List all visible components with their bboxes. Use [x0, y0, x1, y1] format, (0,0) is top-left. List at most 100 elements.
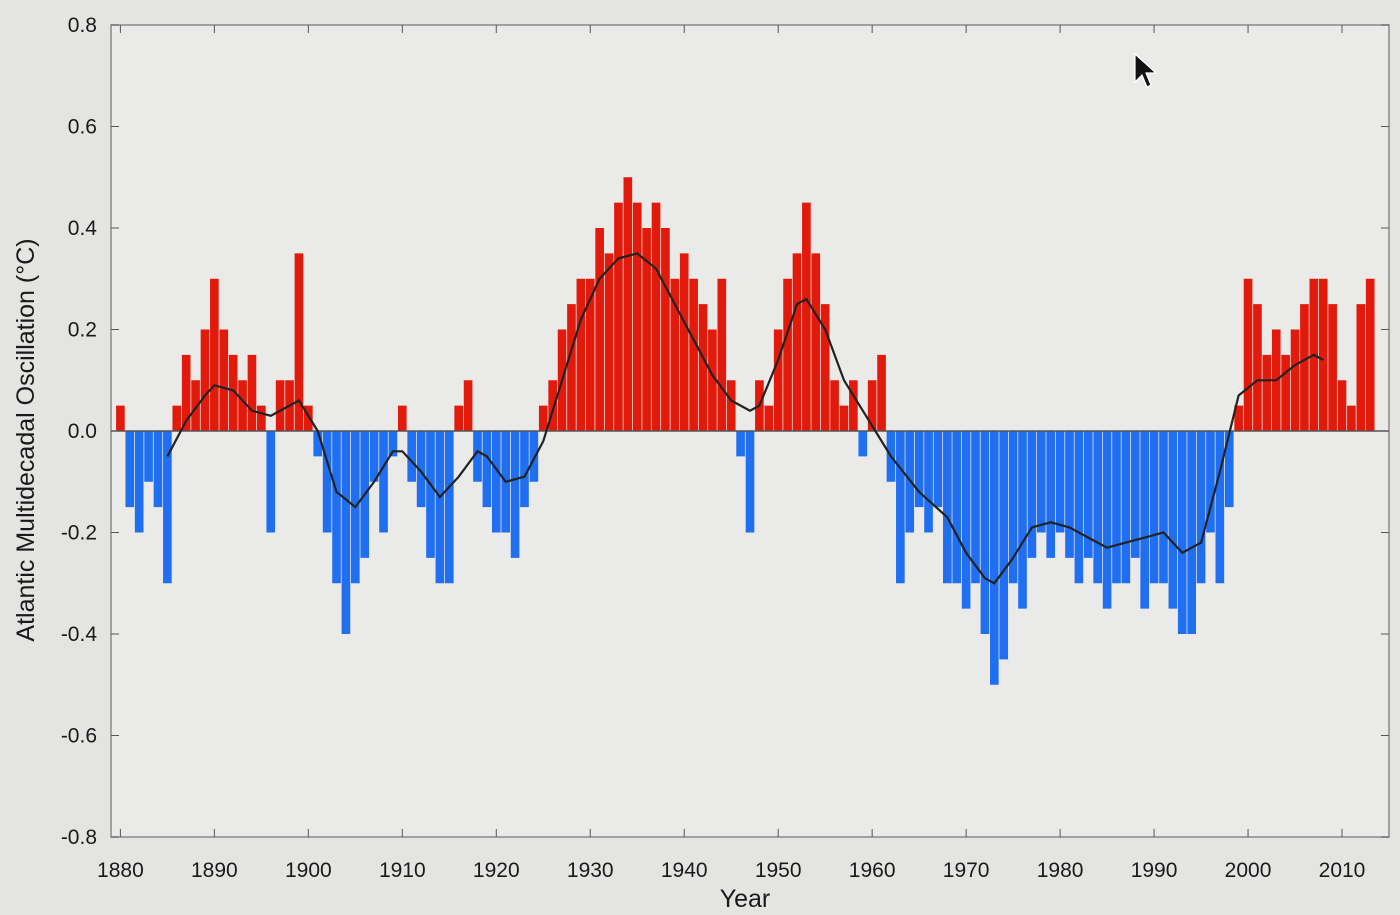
x-tick-label: 1960: [849, 859, 896, 882]
x-tick-label: 1990: [1131, 859, 1178, 882]
negative-bar: [1112, 431, 1121, 584]
negative-bar: [407, 431, 417, 482]
negative-bar: [1168, 431, 1178, 609]
negative-bar: [736, 431, 745, 457]
negative-bar: [416, 431, 426, 508]
negative-bar: [341, 431, 351, 634]
positive-bar: [1262, 354, 1272, 431]
positive-bar: [679, 253, 689, 431]
negative-bar: [1027, 431, 1037, 558]
positive-bar: [116, 405, 125, 431]
positive-bar: [200, 329, 210, 431]
negative-bar: [313, 431, 323, 457]
y-tick-label: -0.2: [61, 522, 97, 545]
positive-bar: [1347, 405, 1356, 431]
negative-bar: [961, 431, 971, 609]
negative-bar: [1093, 431, 1103, 584]
negative-bar: [1074, 431, 1084, 584]
positive-bar: [275, 380, 285, 431]
positive-bar: [689, 278, 698, 431]
y-tick-label: -0.4: [61, 623, 98, 646]
negative-bar: [1102, 431, 1112, 609]
negative-bar: [473, 431, 482, 482]
negative-bar: [125, 431, 135, 508]
positive-bar: [802, 202, 811, 431]
positive-bar: [1328, 304, 1337, 431]
negative-bar: [1159, 431, 1168, 584]
negative-bar: [1130, 431, 1140, 558]
x-tick-label: 1880: [97, 859, 144, 882]
x-tick-label: 1920: [473, 859, 520, 882]
positive-bar: [304, 405, 313, 431]
negative-bar: [745, 431, 755, 533]
negative-bar: [510, 431, 520, 558]
y-tick-label: 0.0: [68, 420, 97, 443]
x-tick-label: 1910: [379, 859, 426, 882]
y-tick-label: 0.6: [68, 116, 97, 139]
y-axis: 0.8 0.6 0.4 0.2 0.0 -0.2 -0.4 -0.6 -0.8: [61, 14, 1389, 849]
y-axis-label: Atlantic Multidecadal Oscillation (°C): [12, 238, 40, 641]
positive-bar: [849, 380, 858, 431]
positive-bar: [210, 278, 219, 431]
negative-bar: [435, 431, 445, 584]
positive-bar: [726, 380, 736, 431]
positive-bar: [783, 278, 792, 431]
positive-bar: [661, 228, 670, 431]
positive-bar: [181, 354, 191, 431]
negative-bar: [1196, 431, 1206, 584]
positive-bar: [773, 329, 783, 431]
positive-bar: [830, 380, 839, 431]
x-tick-label: 2010: [1319, 859, 1366, 882]
negative-bar: [896, 431, 905, 584]
positive-bar: [576, 278, 586, 431]
positive-bar: [1290, 329, 1300, 431]
negative-bar: [1065, 431, 1074, 558]
negative-bar: [1083, 431, 1093, 558]
negative-bar: [1224, 431, 1234, 508]
positive-bar: [604, 253, 614, 431]
x-axis-label: Year: [720, 885, 771, 913]
positive-bar: [764, 405, 774, 431]
negative-bar: [1187, 431, 1196, 634]
y-tick-label: -0.6: [61, 725, 97, 748]
negative-bar: [520, 431, 529, 508]
negative-bar: [858, 431, 868, 457]
positive-bar: [228, 354, 238, 431]
positive-bar: [1253, 304, 1262, 431]
negative-bar: [426, 431, 435, 558]
negative-bar: [1177, 431, 1187, 634]
y-tick-label: 0.8: [68, 14, 97, 37]
x-tick-label: 1890: [191, 859, 238, 882]
positive-bar: [1318, 278, 1328, 431]
negative-bar: [980, 431, 990, 634]
positive-bar: [670, 278, 680, 431]
negative-bar: [266, 431, 276, 533]
x-tick-label: 2000: [1225, 859, 1272, 882]
negative-bar: [153, 431, 163, 508]
negative-bar: [1215, 431, 1225, 584]
x-tick-label: 1980: [1037, 859, 1084, 882]
negative-bar: [943, 431, 952, 584]
negative-bar: [529, 431, 539, 482]
x-tick-label: 1970: [943, 859, 990, 882]
mouse-cursor-icon: [1134, 52, 1158, 88]
positive-bar: [548, 380, 557, 431]
positive-bar: [708, 329, 717, 431]
y-tick-label: -0.8: [61, 826, 97, 849]
x-tick-label: 1930: [567, 859, 614, 882]
y-tick-label: 0.2: [68, 319, 97, 342]
negative-bar: [388, 431, 398, 457]
positive-bar: [1234, 405, 1243, 431]
negative-bar: [990, 431, 999, 685]
negative-bar: [999, 431, 1009, 660]
positive-bar: [219, 329, 229, 431]
positive-bar: [1300, 304, 1309, 431]
negative-bar: [379, 431, 388, 533]
positive-bar: [614, 202, 623, 431]
negative-bar: [163, 431, 172, 584]
x-tick-label: 1940: [661, 859, 708, 882]
positive-bar: [238, 380, 247, 431]
positive-bar: [1356, 304, 1366, 431]
positive-bar: [1365, 278, 1375, 431]
smoothed-line: [166, 252, 1324, 585]
